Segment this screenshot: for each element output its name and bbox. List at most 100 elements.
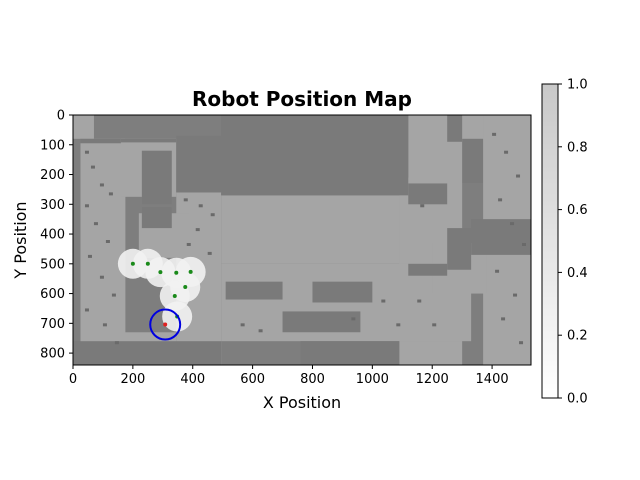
map-furniture <box>105 240 110 243</box>
map-obstacles <box>73 115 531 365</box>
map-furniture <box>93 222 98 226</box>
map-furniture <box>111 293 116 297</box>
colorbar-tick-label: 0.4 <box>567 266 588 281</box>
map-wall <box>408 183 448 205</box>
y-tick-label: 100 <box>40 138 65 153</box>
chart-marks <box>130 261 193 341</box>
map-furniture <box>114 341 119 345</box>
y-tick-label: 600 <box>40 287 65 302</box>
map-wall <box>408 263 448 276</box>
map-furniture <box>519 341 524 345</box>
map-room <box>73 115 94 139</box>
map-room <box>80 138 126 360</box>
map-furniture <box>417 299 422 303</box>
x-tick-label: 800 <box>300 372 325 387</box>
y-tick-label: 500 <box>40 257 65 272</box>
map-furniture <box>522 242 527 246</box>
map-furniture <box>258 329 263 333</box>
x-tick-label: 1000 <box>356 372 389 387</box>
waypoint-marker <box>145 261 150 266</box>
map-furniture <box>99 183 104 187</box>
map-furniture <box>240 323 245 327</box>
colorbar-tick-label: 1.0 <box>567 78 588 93</box>
map-furniture <box>495 269 500 273</box>
map-furniture <box>432 323 437 327</box>
map-furniture <box>501 317 506 321</box>
robot-position-marker <box>163 322 168 327</box>
map-wall <box>225 281 283 300</box>
waypoint-marker <box>158 270 163 275</box>
waypoint-marker <box>188 269 193 274</box>
x-tick-label: 1400 <box>476 372 509 387</box>
chart-title: Robot Position Map <box>192 87 412 111</box>
colorbar-tick-label: 0.2 <box>567 329 588 344</box>
map-wall <box>447 115 463 142</box>
map-furniture <box>396 323 401 327</box>
colorbar-ticks: 0.0 0.2 0.4 0.6 0.8 1.0 <box>558 78 588 407</box>
map-furniture <box>513 293 518 297</box>
map-wall <box>312 281 373 303</box>
x-axis: 0 200 400 600 800 1000 1200 1400 <box>69 365 509 387</box>
y-tick-label: 800 <box>40 347 65 362</box>
sensing-radius-circle <box>149 308 182 341</box>
y-axis: 0 100 200 300 400 500 600 700 800 <box>40 109 73 362</box>
map-furniture <box>90 165 95 169</box>
waypoint-marker <box>174 270 179 275</box>
map-furniture <box>87 254 92 258</box>
map-furniture <box>516 174 521 178</box>
map-wall <box>120 138 177 143</box>
colorbar: 0.0 0.2 0.4 0.6 0.8 1.0 <box>541 78 588 407</box>
y-tick-label: 300 <box>40 198 65 213</box>
x-axis-label: X Position <box>263 393 341 412</box>
x-tick-label: 600 <box>240 372 265 387</box>
waypoint-marker <box>183 285 188 290</box>
map-wall <box>73 341 222 365</box>
map-furniture <box>420 204 425 208</box>
map-wall <box>447 228 472 270</box>
map-furniture <box>207 251 212 255</box>
map-furniture <box>381 299 386 303</box>
map-wall <box>80 138 121 144</box>
map-wall <box>141 207 172 229</box>
y-axis-label: Y Position <box>11 201 30 279</box>
map-room <box>221 195 430 264</box>
map-furniture <box>198 204 203 208</box>
x-tick-label: 1200 <box>416 372 449 387</box>
map-furniture <box>99 275 104 279</box>
y-tick-label: 400 <box>40 228 65 243</box>
map-wall <box>300 341 400 365</box>
map-furniture <box>84 308 89 312</box>
y-tick-label: 0 <box>57 109 65 124</box>
plot-frame <box>72 114 532 366</box>
waypoint-marker <box>130 261 135 266</box>
x-tick-label: 400 <box>180 372 205 387</box>
map-furniture <box>498 198 503 202</box>
y-tick-label: 200 <box>40 168 65 183</box>
map-furniture <box>492 132 497 136</box>
map-furniture <box>84 204 89 208</box>
map-furniture <box>510 222 515 226</box>
map-furniture <box>84 150 89 154</box>
map-furniture <box>195 228 200 232</box>
y-tick-label: 700 <box>40 317 65 332</box>
x-tick-label: 0 <box>69 372 77 387</box>
map-furniture <box>186 242 191 246</box>
waypoint-marker <box>172 293 177 298</box>
map-furniture <box>183 198 188 202</box>
map-wall <box>141 150 172 205</box>
map-furniture <box>351 317 356 321</box>
colorbar-gradient <box>541 83 559 399</box>
map-furniture <box>504 150 509 154</box>
colorbar-tick-label: 0.8 <box>567 140 588 155</box>
x-tick-label: 200 <box>120 372 145 387</box>
map-furniture <box>210 213 215 217</box>
map-furniture <box>102 323 107 327</box>
occupancy-map <box>73 115 531 365</box>
map-wall <box>462 138 484 184</box>
map-wall <box>176 135 222 193</box>
colorbar-tick-label: 0.6 <box>567 203 588 218</box>
map-wall <box>221 115 409 196</box>
map-wall <box>282 311 361 333</box>
colorbar-tick-label: 0.0 <box>567 392 588 407</box>
map-free-space <box>73 115 531 365</box>
